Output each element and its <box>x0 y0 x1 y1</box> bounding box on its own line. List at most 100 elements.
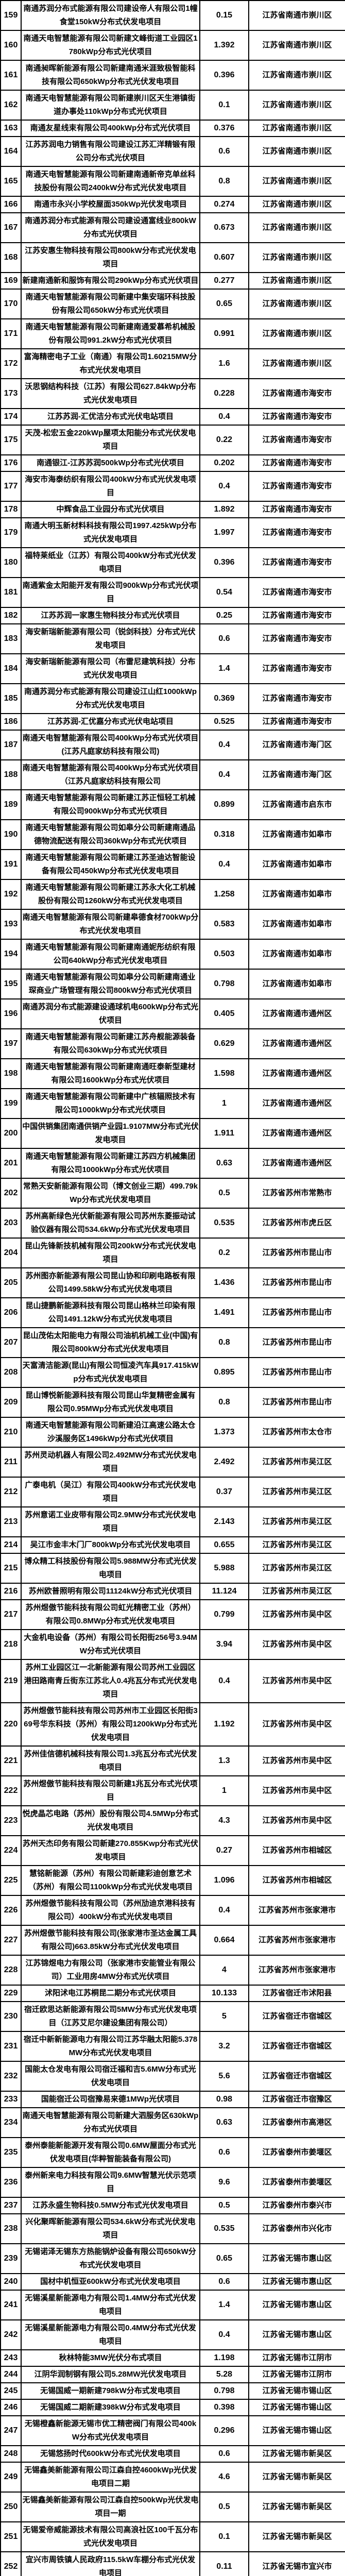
table-row: 173 沃思钢结构科技（江苏）有限公司627.84kWp分布式光伏发电项目 0.22… <box>0 378 345 409</box>
project-name: 南通银江-江苏苏润500kWp分布式光伏项目 <box>21 454 200 472</box>
capacity-mw: 0.4 <box>199 849 249 880</box>
location: 江苏省苏州市吴江区 <box>248 1447 345 1478</box>
table-row: 243 秋林特能3MW光伏分布式项目 1.198 江苏省无锡市江阴市 <box>0 2349 345 2367</box>
row-number: 213 <box>0 1506 22 1537</box>
table-row: 165 南通天电智慧能源有限公司新建南通新帝克单丝科技股份有限公司2400kW分布… <box>0 166 345 197</box>
table-row: 169 新建南通新和服饰有限公司290kWp分布式光伏项目 0.277 江苏省南通市崇… <box>0 272 345 290</box>
capacity-mw: 0.798 <box>199 2382 249 2400</box>
row-number: 223 <box>0 1805 22 1836</box>
project-name: 宜兴市周铁镇人民政府115.5kW车棚分布式光伏发电项目 <box>21 2551 200 2576</box>
table-row: 180 福特莱纸业（江苏）有限公司400kW分布式光伏发电项目 0.396 江苏省南通… <box>0 547 345 578</box>
location: 江苏省泰州市兴化市 <box>248 2213 345 2244</box>
row-number: 214 <box>0 1536 22 1554</box>
project-name: 南通天电智慧能源有限公司新建大泗服务区630kWp分布式光伏项目 <box>21 2107 200 2138</box>
location: 江苏省南通市崇川区 <box>248 272 345 290</box>
capacity-mw: 0.8 <box>199 1327 249 1358</box>
row-number: 160 <box>0 30 22 61</box>
capacity-mw: 0.54 <box>199 577 249 608</box>
capacity-mw: 1.3 <box>199 1745 249 1776</box>
row-number: 217 <box>0 1599 22 1630</box>
table-row: 164 江苏苏润电力销售有限公司建设江苏汇洋精锻有限公司分布式光伏项目 0.6 江苏省… <box>0 136 345 167</box>
location: 江苏省南通市崇川区 <box>248 212 345 243</box>
table-row: 218 大金机电设备（苏州）有限公司长阳街256号3.94MW分布式光伏项目 3.9… <box>0 1629 345 1660</box>
project-name: 南通苏润分布式能源建设通球机电600kWp分布式光伏项目 <box>21 998 200 1029</box>
location: 江苏省宿迁市沭阳县 <box>248 1985 345 2002</box>
table-row: 159 南通苏润分布式能源有限公司建设帝人有限公司1幢食堂150kW分布式伏发电项… <box>0 0 345 31</box>
table-row: 246 无锡国威二期新建398kW分布式发电项目 0.398 江苏省无锡市锡山区 <box>0 2399 345 2416</box>
table-row: 230 宿迁欧思达新能源有限公司5MW分布式光伏发电项目（江苏艾尼尔建设集团有限公… <box>0 2001 345 2032</box>
project-name: 无锡鑫美新能源有限公司江森自控4600kWp光伏发电项目二期 <box>21 2462 200 2493</box>
location: 江苏省南通市如皋市 <box>248 819 345 850</box>
capacity-mw: 0.535 <box>199 2213 249 2244</box>
capacity-mw: 0.98 <box>199 2091 249 2108</box>
location: 江苏省南通市崇川区 <box>248 136 345 167</box>
project-name: 中国供销集团南通供销产业园1.9107MW分布式光伏发电项目 <box>21 1118 200 1149</box>
row-number: 212 <box>0 1477 22 1507</box>
project-name: 南通天电智慧能源有限公司新建南通新帝克单丝科技股份有限公司2400kW分布式光伏… <box>21 166 200 197</box>
location: 江苏省南通市通州区 <box>248 1058 345 1089</box>
capacity-mw: 2.143 <box>199 1506 249 1537</box>
table-row: 249 无锡鑫美新能源有限公司江森自控4600kWp光伏发电项目二期 4.6 江苏省无… <box>0 2462 345 2493</box>
capacity-mw: 0.6 <box>199 2273 249 2291</box>
location: 江苏省无锡市新吴区 <box>248 2462 345 2493</box>
location: 江苏省苏州市张家港市 <box>248 1955 345 1986</box>
project-name: 无锡国威一期新建798kW分布式发电项目 <box>21 2382 200 2400</box>
row-number: 201 <box>0 1148 22 1179</box>
row-number: 163 <box>0 120 22 137</box>
capacity-mw: 1.096 <box>199 1865 249 1896</box>
location: 江苏省苏州市昆山市 <box>248 1387 345 1418</box>
project-name: 南通天电智慧能源有限公司400kWp分布式光伏项目（江苏凡庭家纺科技有限公司 <box>21 759 200 790</box>
row-number: 168 <box>0 242 22 273</box>
capacity-mw: 0.799 <box>199 1599 249 1630</box>
capacity-mw: 0.63 <box>199 2107 249 2138</box>
row-number: 179 <box>0 517 22 548</box>
project-name: 中辉食品工业园分布式光伏项目 <box>21 501 200 518</box>
row-number: 166 <box>0 196 22 213</box>
location: 江苏省南通市海安市 <box>248 607 345 624</box>
row-number: 198 <box>0 1058 22 1089</box>
project-name: 海安市海泰纺织有限公司400kW分布式光伏发电项目 <box>21 471 200 502</box>
capacity-mw: 0.318 <box>199 819 249 850</box>
location: 江苏省南通市通州区 <box>248 998 345 1029</box>
capacity-mw: 1.892 <box>199 501 249 518</box>
capacity-mw: 0.22 <box>199 425 249 455</box>
table-row: 216 苏州欧普照明有限公司11124kW分布式光伏项目 11.124 江苏省苏州市吴… <box>0 1583 345 1600</box>
project-name: 江苏苏润-汇优洁分布式光伏电站项目 <box>21 408 200 426</box>
capacity-mw: 0.296 <box>199 2415 249 2446</box>
table-row: 160 南通天电智慧能源有限公司新建文峰街道工业园区1780kWp分布式光伏项目 1… <box>0 30 345 61</box>
table-row: 213 苏州意诺工业皮带有限公司2.9MW分布式光伏发电项目 2.143 江苏省苏州市… <box>0 1506 345 1537</box>
capacity-mw: 2.492 <box>199 1447 249 1478</box>
row-number: 232 <box>0 2061 22 2092</box>
capacity-mw: 0.8 <box>199 166 249 197</box>
capacity-mw: 1 <box>199 1088 249 1119</box>
table-row: 167 南通苏润分布式能源有限公司建设通富线业800kW分布式光伏项目 0.673 江… <box>0 212 345 243</box>
table-row: 198 南通天电智慧能源有限公司新建南通旺泰新型建材有限公司1600kWp分布式光… <box>0 1058 345 1089</box>
table-row: 176 南通银江-江苏苏润500kWp分布式光伏项目 0.202 江苏省南通市海安市 <box>0 454 345 472</box>
project-name: 昆山茂佑太阳能电力有限公司油机机械工业(中国)有限公司800kW分布式光伏发电项… <box>21 1327 200 1358</box>
location: 江苏省苏州市吴中区 <box>248 1745 345 1776</box>
location: 江苏省宿迁市宿城区 <box>248 2031 345 2062</box>
project-name: 无锡橙鑫新能源无锡市优工精密阀门有限公司400kW分布式光伏发电项目 <box>21 2415 200 2446</box>
location: 江苏省无锡市新吴区 <box>248 2492 345 2522</box>
table-row: 190 南通天电智慧能源有限公司如皋分公司新建南通品德物流配送有限公司360kWp… <box>0 819 345 850</box>
project-name: 南通昶晖新能源有限公司新建南通米涯致极智能科技有限公司650kWp分布式光伏发电… <box>21 60 200 91</box>
table-row: 179 南通大明玉新材料科技有限公司1997.425kWp分布式光伏发电项目 1.9… <box>0 517 345 548</box>
table-row: 212 广泰电机（吴江）有限公司400kW分布式光伏发电项目 0.37 江苏省苏州市吴… <box>0 1477 345 1507</box>
capacity-mw: 0.664 <box>199 1925 249 1956</box>
location: 江苏省苏州市张家港市 <box>248 1895 345 1926</box>
table-row: 193 南通天电智慧能源有限公司新建皋德食材700kWp分布式光伏发电项目 0.58… <box>0 909 345 940</box>
project-name: 无锡诺泽无锡东方热能锅炉设备有限公司650kW分布式光伏发电项目 <box>21 2243 200 2274</box>
table-row: 177 海安市海泰纺织有限公司400kW分布式光伏发电项目 0.4 江苏省南通市海安市 <box>0 471 345 502</box>
capacity-mw: 0.535 <box>199 1208 249 1239</box>
capacity-mw: 1.373 <box>199 1417 249 1448</box>
row-number: 195 <box>0 969 22 999</box>
capacity-mw: 0.6 <box>199 136 249 167</box>
row-number: 230 <box>0 2001 22 2032</box>
project-name: 南通苏润分布式能源有限公司建设江山红1000kWp分布式光伏发电项目 <box>21 683 200 714</box>
table-row: 191 南通天电智慧能源有限公司新建江苏圣迪达智能设备有限公司450kWp分布式光… <box>0 849 345 880</box>
table-row: 244 江阴华润制钢有限公司5.28MW光伏发电项目 5.28 江苏省无锡市江阴市 <box>0 2366 345 2383</box>
row-number: 244 <box>0 2366 22 2383</box>
row-number: 159 <box>0 0 22 31</box>
location: 江苏省南通市崇川区 <box>248 120 345 137</box>
capacity-mw: 0.228 <box>199 378 249 409</box>
